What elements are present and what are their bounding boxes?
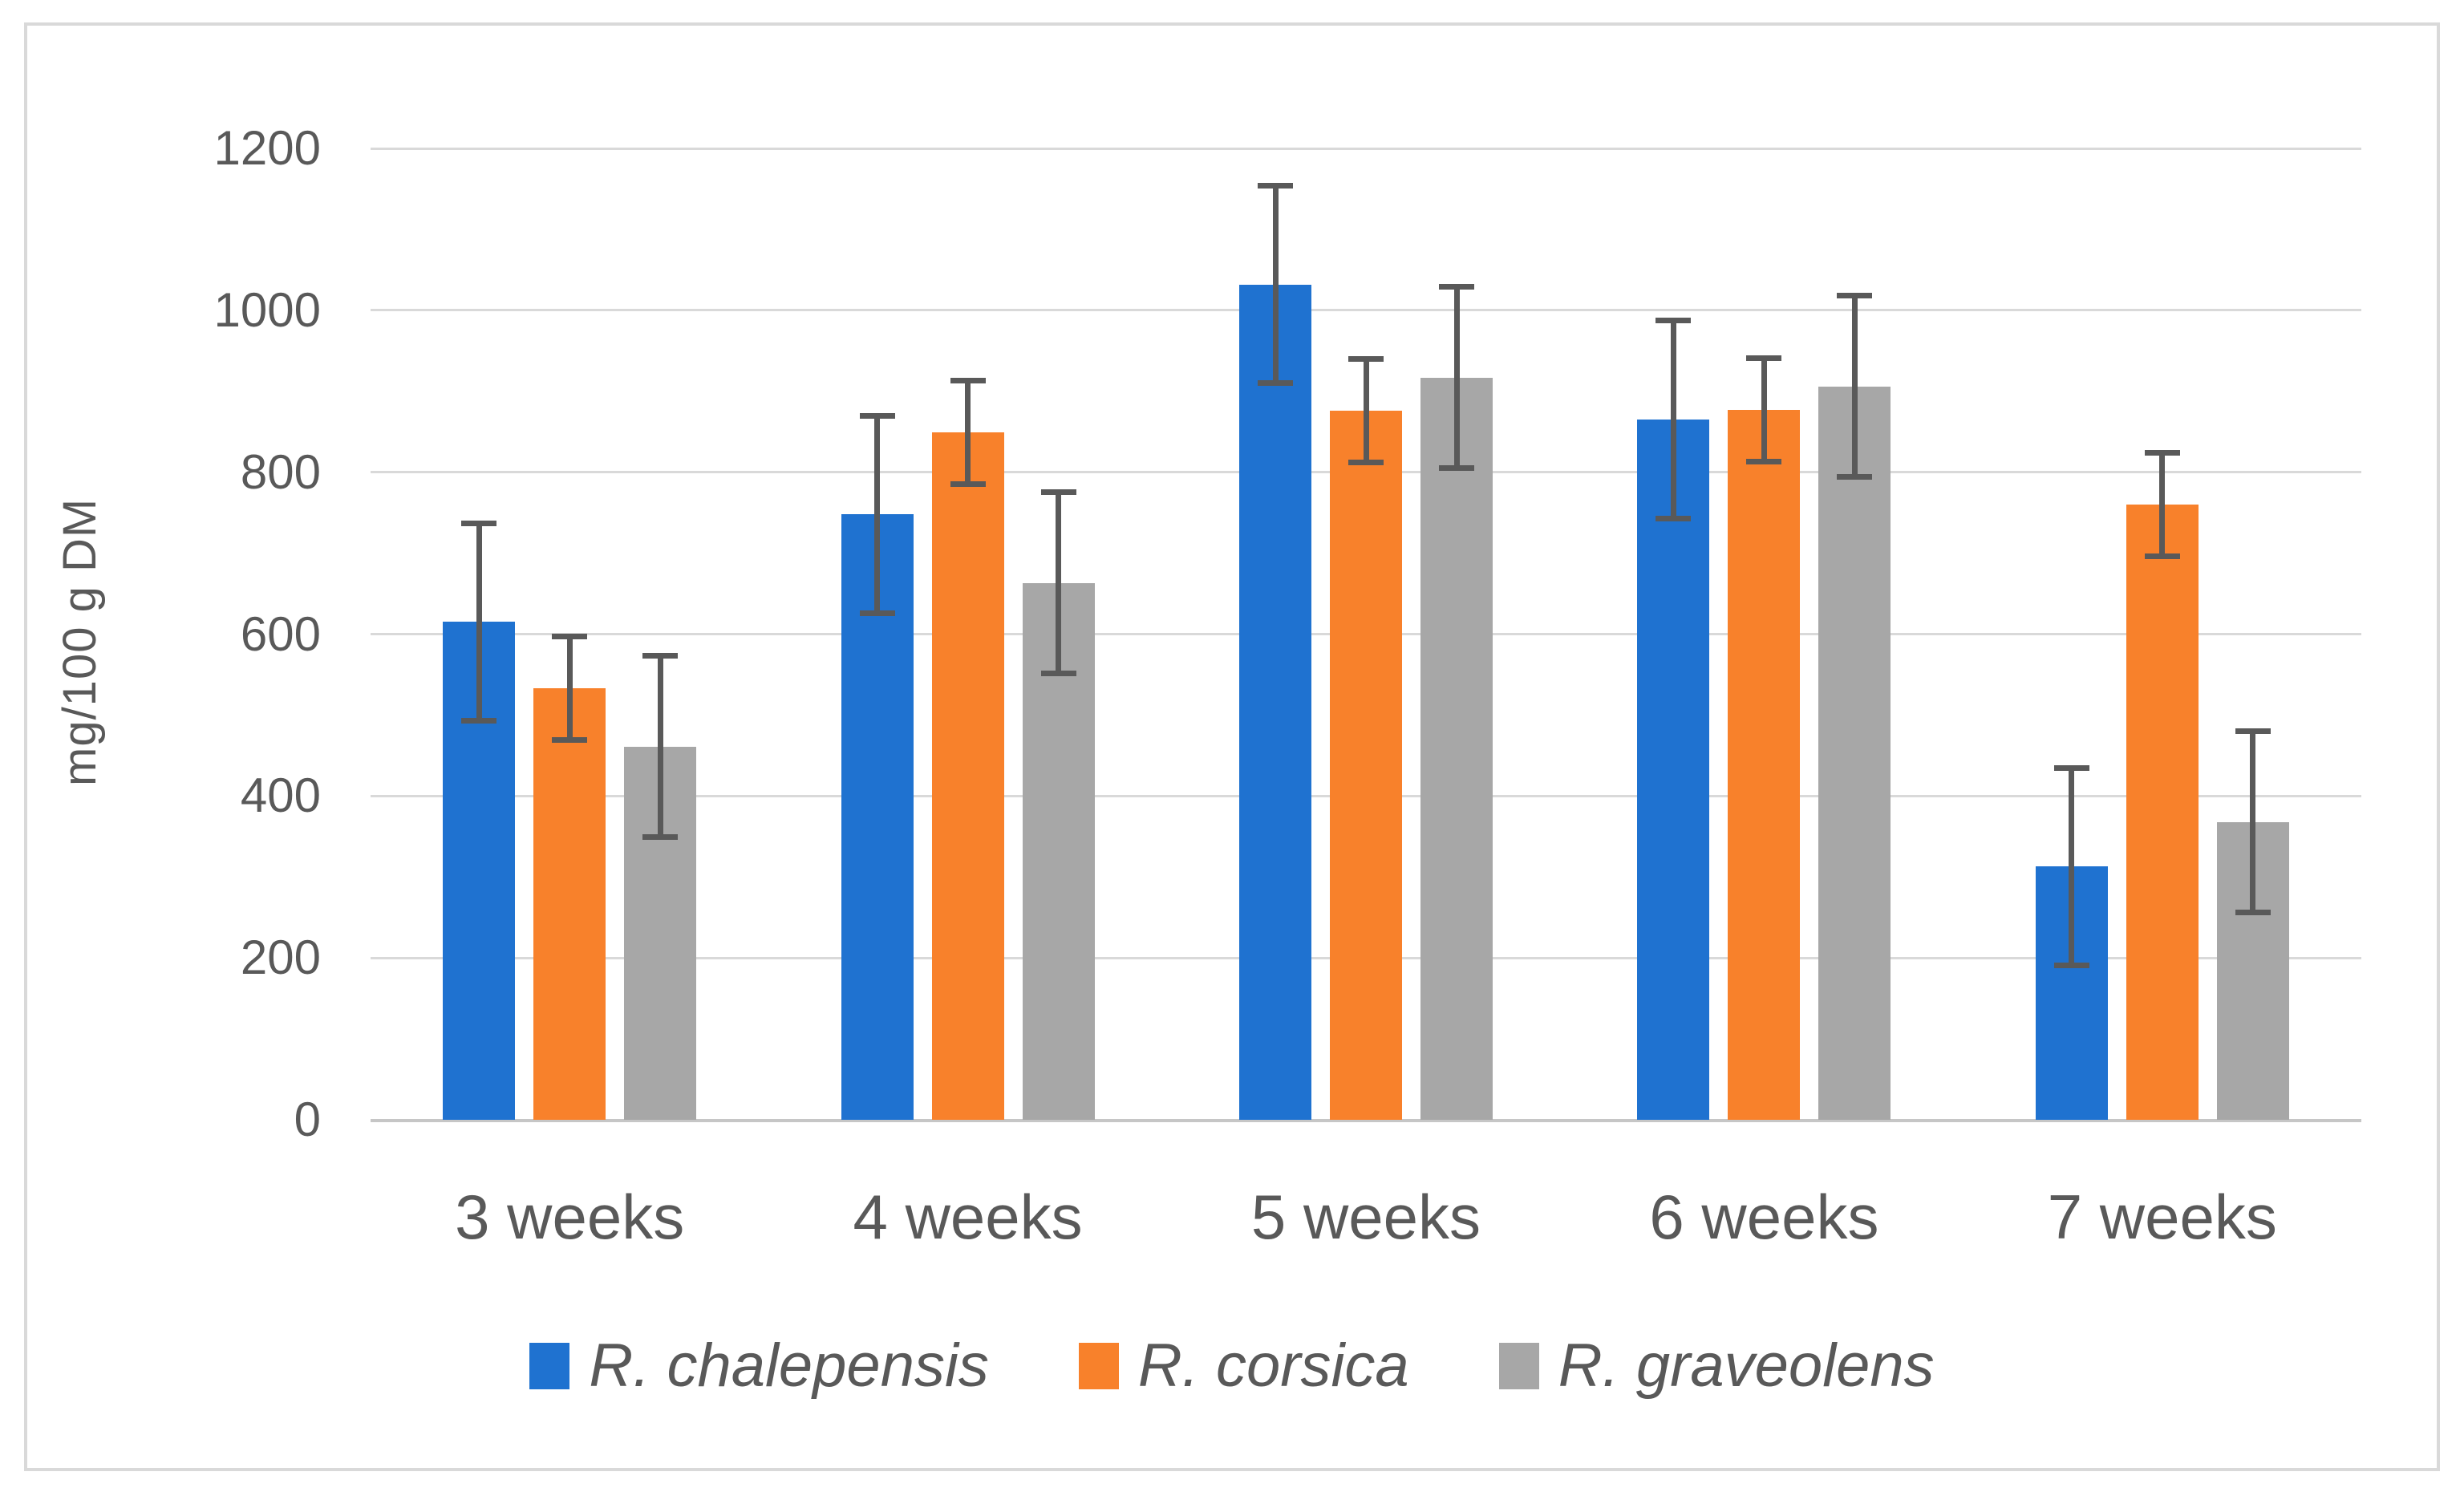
- gridline: [371, 309, 2361, 312]
- error-bar-line: [1056, 492, 1062, 674]
- y-tick-label: 1200: [213, 121, 321, 175]
- error-bar-line: [1363, 359, 1369, 463]
- error-bar-cap: [642, 653, 679, 659]
- error-bar-cap: [1258, 182, 1293, 189]
- legend-item: R. chalepensis: [529, 1330, 989, 1402]
- error-bar-cap: [950, 481, 986, 488]
- error-bar-cap: [859, 610, 895, 616]
- bar-r-corsica: [2126, 505, 2199, 1120]
- error-bar-line: [2159, 452, 2166, 557]
- error-bar-line: [1272, 185, 1279, 383]
- error-bar-line: [2250, 731, 2256, 913]
- error-bar-cap: [1746, 355, 1782, 361]
- x-category-label: 3 weeks: [455, 1182, 685, 1252]
- y-tick-label: 400: [240, 768, 321, 823]
- error-bar-line: [1453, 286, 1460, 468]
- error-bar-line: [2069, 768, 2075, 966]
- error-bar-cap: [2144, 449, 2180, 456]
- error-bar-cap: [1258, 380, 1293, 387]
- y-tick-label: 0: [294, 1093, 321, 1146]
- bar-r-chalepensis: [1637, 420, 1710, 1120]
- error-bar-cap: [2053, 962, 2089, 968]
- x-category-label: 5 weeks: [1250, 1182, 1481, 1252]
- gridline: [371, 147, 2361, 150]
- error-bar-cap: [461, 520, 497, 526]
- legend-label: R. corsica: [1137, 1332, 1409, 1400]
- x-category-label: 7 weeks: [2047, 1182, 2277, 1252]
- error-bar-cap: [642, 834, 679, 841]
- error-bar-cap: [2144, 553, 2180, 560]
- y-tick-label: 1000: [213, 282, 321, 337]
- bar-r-graveolens: [1818, 386, 1891, 1120]
- error-bar-cap: [1439, 465, 1474, 472]
- error-bar-cap: [1746, 459, 1782, 465]
- error-bar-cap: [1656, 515, 1692, 521]
- error-bar-cap: [1040, 671, 1076, 677]
- y-tick-label: 800: [240, 444, 321, 499]
- error-bar-cap: [1439, 284, 1474, 290]
- error-bar-cap: [859, 412, 895, 419]
- bar-r-corsica: [1728, 409, 1801, 1120]
- error-bar-cap: [2235, 910, 2271, 916]
- bar-r-graveolens: [1420, 377, 1493, 1120]
- bar-r-corsica: [1330, 410, 1402, 1120]
- legend: R. chalepensis R. corsica R. graveolens: [0, 1322, 2464, 1410]
- error-bar-line: [1851, 295, 1858, 477]
- error-bar-line: [1670, 320, 1676, 519]
- legend-item: R. graveolens: [1498, 1330, 1935, 1402]
- error-bar-line: [1761, 358, 1767, 462]
- y-tick-label: 600: [240, 606, 321, 661]
- legend-swatch-icon: [1498, 1343, 1539, 1389]
- error-bar-cap: [1837, 474, 1873, 480]
- legend-label: R. graveolens: [1558, 1332, 1935, 1400]
- legend-label: R. chalepensis: [589, 1332, 989, 1400]
- error-bar-line: [874, 416, 881, 614]
- error-bar-cap: [2053, 764, 2089, 771]
- legend-swatch-icon: [529, 1343, 570, 1389]
- error-bar-cap: [552, 634, 588, 640]
- x-category-label: 6 weeks: [1649, 1182, 1879, 1252]
- error-bar-cap: [2235, 728, 2271, 735]
- error-bar-line: [965, 380, 971, 484]
- error-bar-cap: [1348, 460, 1384, 466]
- error-bar-cap: [461, 717, 497, 724]
- error-bar-cap: [950, 378, 986, 384]
- y-axis-title: mg/100 g DM: [54, 497, 106, 786]
- bar-r-chalepensis: [1239, 284, 1311, 1120]
- bar-r-corsica: [931, 432, 1004, 1120]
- error-bar-line: [657, 655, 663, 837]
- bar-r-corsica: [533, 688, 606, 1120]
- error-bar-cap: [1348, 355, 1384, 362]
- legend-swatch-icon: [1078, 1343, 1119, 1389]
- legend-item: R. corsica: [1078, 1330, 1409, 1402]
- error-bar-line: [566, 636, 573, 740]
- chart-frame: [24, 22, 2440, 1471]
- x-category-label: 4 weeks: [853, 1182, 1083, 1252]
- error-bar-cap: [1040, 489, 1076, 496]
- y-tick-label: 200: [240, 930, 321, 985]
- error-bar-line: [476, 523, 482, 721]
- error-bar-cap: [552, 737, 588, 744]
- x-axis-line: [371, 1118, 2361, 1122]
- error-bar-cap: [1656, 318, 1692, 324]
- error-bar-cap: [1837, 293, 1873, 299]
